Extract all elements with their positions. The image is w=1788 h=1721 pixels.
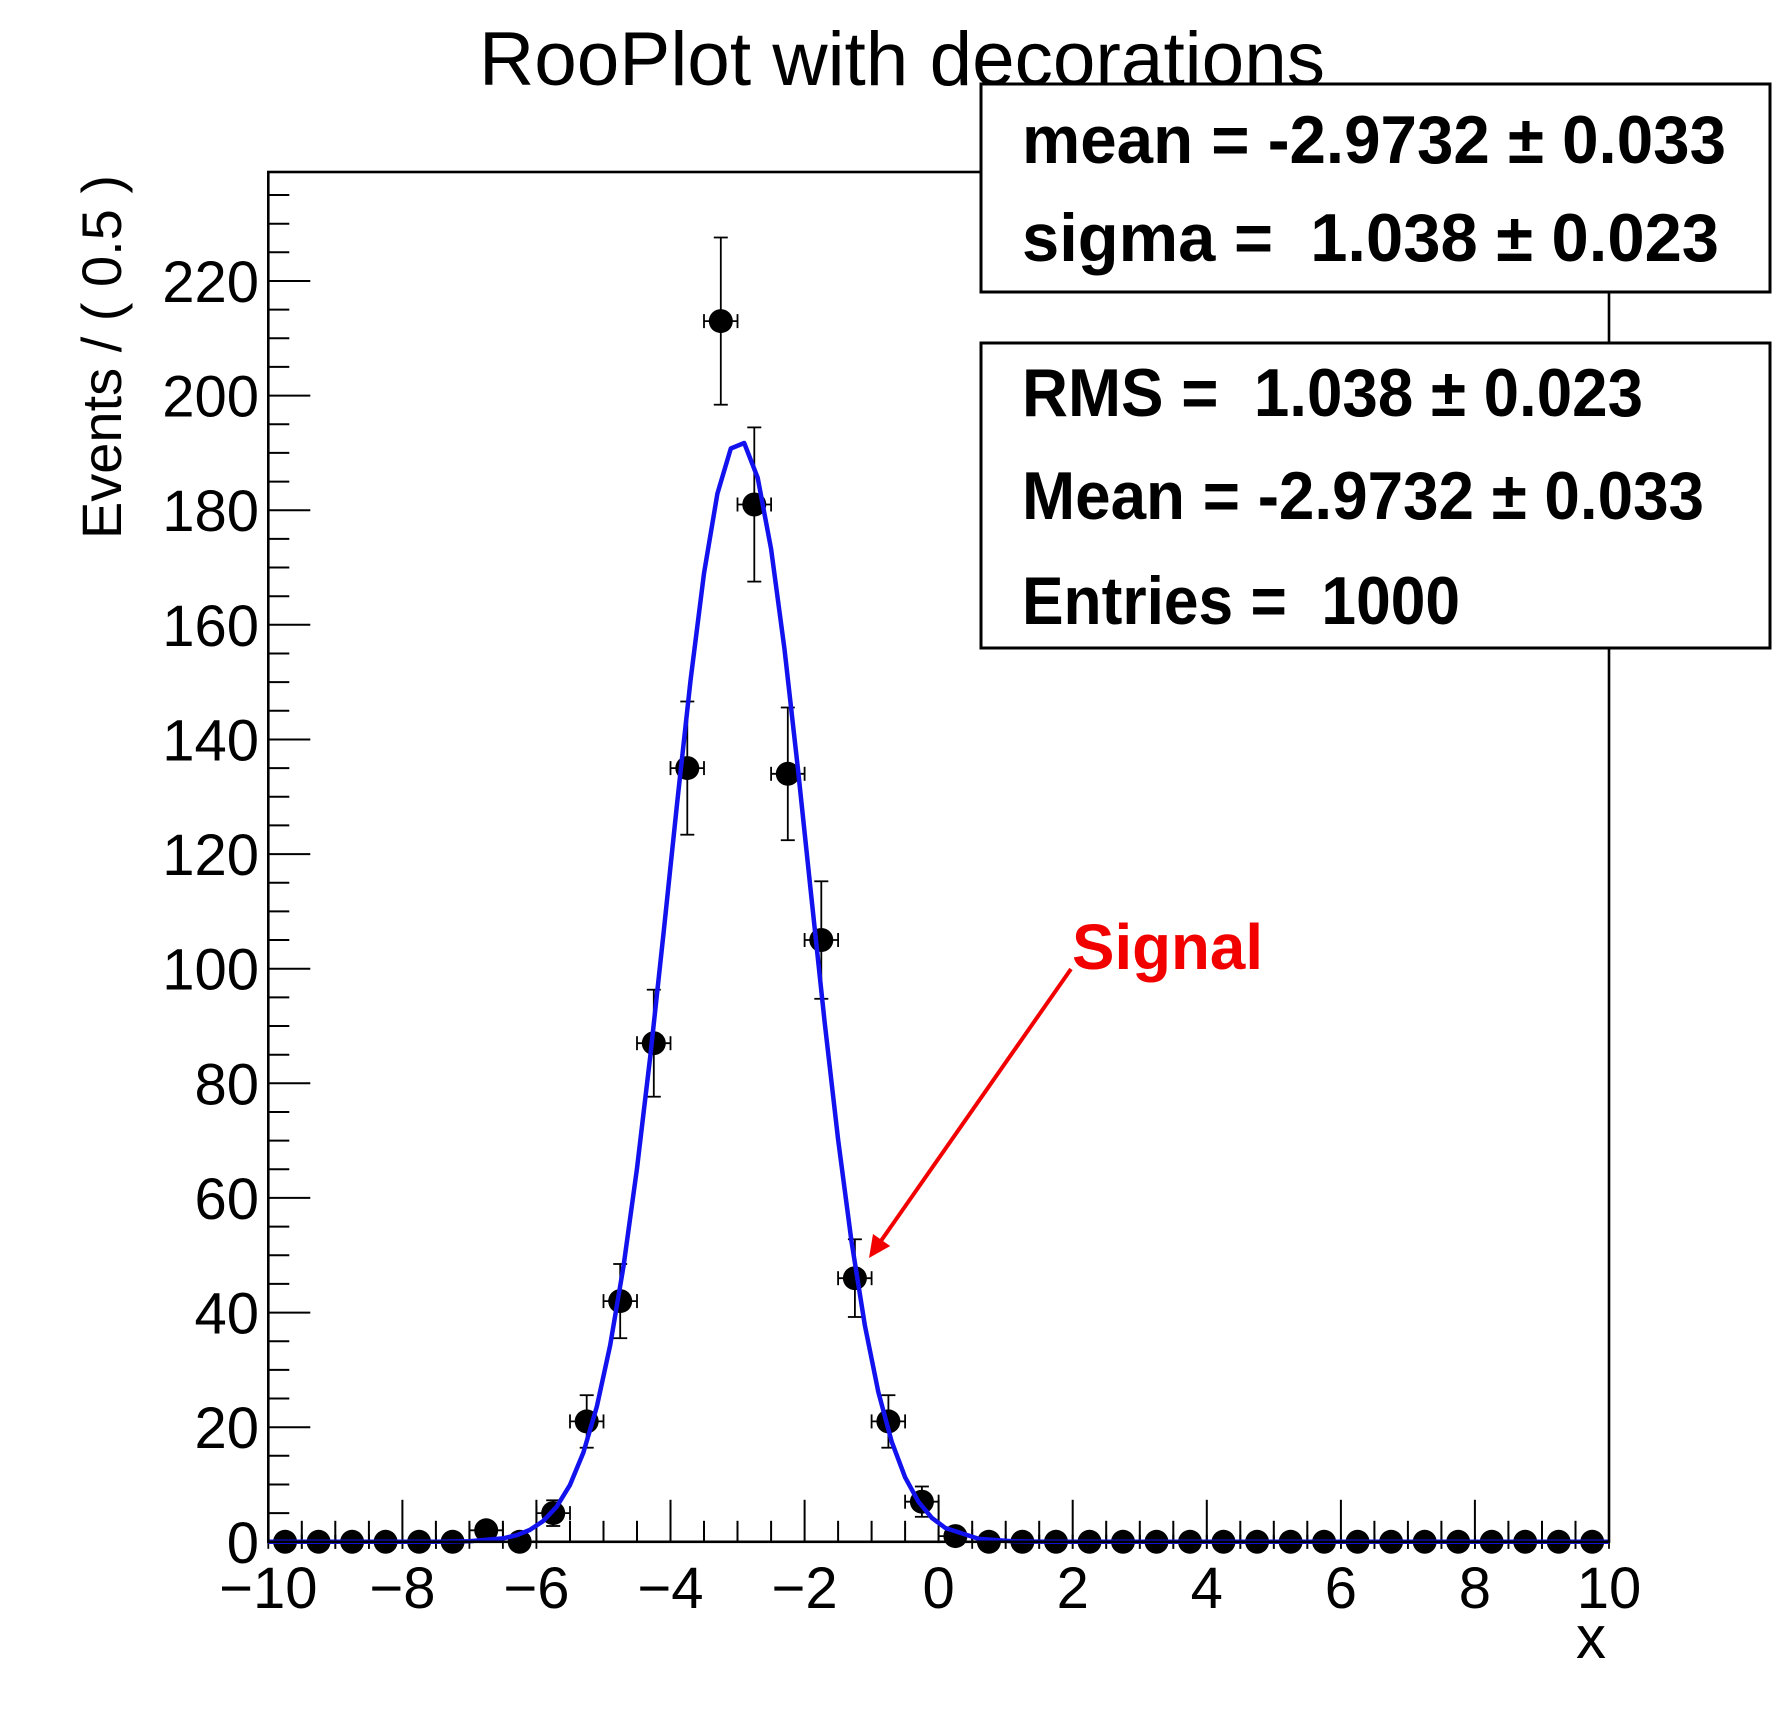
svg-text:200: 200 xyxy=(162,365,259,430)
svg-text:6: 6 xyxy=(1325,1556,1357,1621)
svg-text:Signal: Signal xyxy=(1072,911,1263,983)
svg-text:Events / ( 0.5 ): Events / ( 0.5 ) xyxy=(70,175,133,539)
svg-text:60: 60 xyxy=(194,1167,259,1232)
svg-text:160: 160 xyxy=(162,594,259,659)
svg-text:0: 0 xyxy=(922,1556,954,1621)
svg-text:RMS = 1.038 ± 0.023: RMS = 1.038 ± 0.023 xyxy=(1022,355,1643,431)
svg-text:10: 10 xyxy=(1577,1556,1642,1621)
svg-text:−2: −2 xyxy=(772,1556,838,1621)
svg-text:x: x xyxy=(1576,1604,1606,1671)
svg-text:180: 180 xyxy=(162,479,259,544)
svg-text:−10: −10 xyxy=(219,1556,317,1621)
svg-text:−4: −4 xyxy=(637,1556,703,1621)
svg-text:sigma = 1.038 ± 0.023: sigma = 1.038 ± 0.023 xyxy=(1022,200,1719,276)
svg-text:Entries = 1000: Entries = 1000 xyxy=(1022,563,1460,639)
svg-text:RooPlot with decorations: RooPlot with decorations xyxy=(479,17,1325,102)
svg-text:Mean = -2.9732 ± 0.033: Mean = -2.9732 ± 0.033 xyxy=(1022,458,1704,534)
svg-text:40: 40 xyxy=(194,1282,259,1347)
svg-text:140: 140 xyxy=(162,709,259,774)
svg-text:−6: −6 xyxy=(503,1556,569,1621)
svg-text:100: 100 xyxy=(162,938,259,1003)
svg-text:120: 120 xyxy=(162,823,259,888)
svg-text:mean = -2.9732 ± 0.033: mean = -2.9732 ± 0.033 xyxy=(1022,102,1726,178)
svg-text:20: 20 xyxy=(194,1396,259,1461)
svg-text:8: 8 xyxy=(1459,1556,1491,1621)
svg-text:80: 80 xyxy=(194,1052,259,1117)
svg-text:0: 0 xyxy=(227,1511,259,1576)
svg-text:2: 2 xyxy=(1057,1556,1089,1621)
svg-text:−8: −8 xyxy=(369,1556,435,1621)
svg-text:4: 4 xyxy=(1191,1556,1223,1621)
svg-text:220: 220 xyxy=(162,250,259,315)
